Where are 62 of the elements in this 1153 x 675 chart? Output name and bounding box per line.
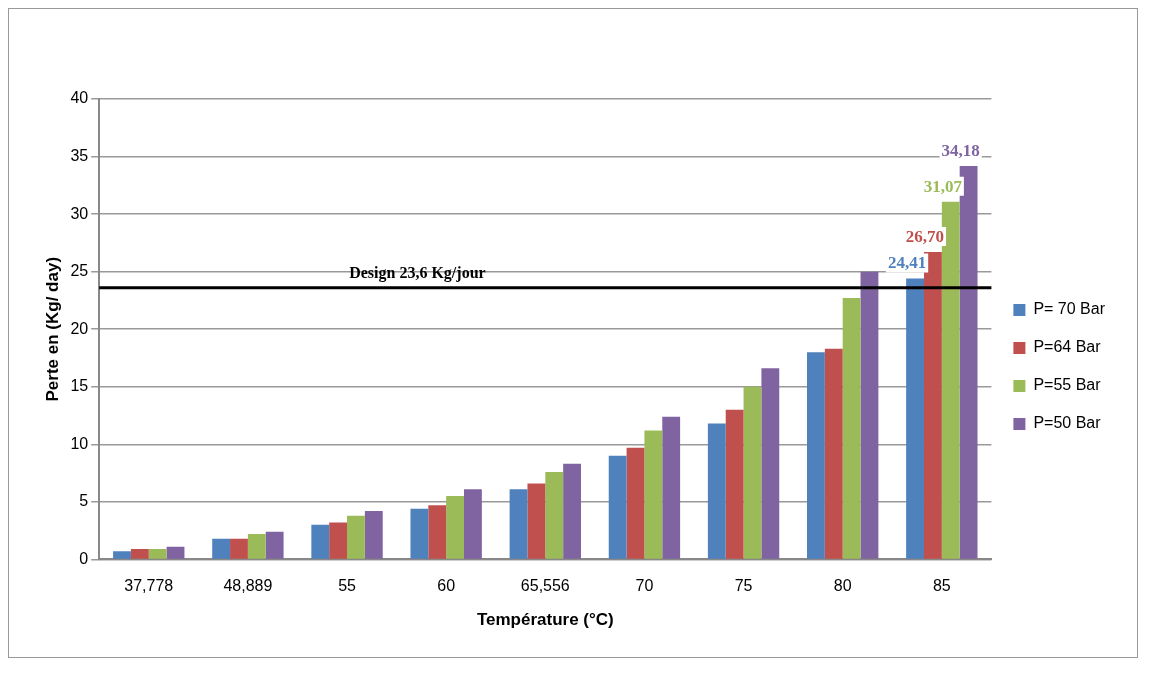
bar: [166, 546, 185, 559]
data-label: 34,18: [941, 140, 980, 160]
ref-line-label: Design 23,6 Kg/jour: [349, 263, 486, 282]
bar: [725, 409, 744, 559]
legend-label: P=64 Bar: [1033, 338, 1102, 356]
legend-label: P= 70 Bar: [1033, 300, 1106, 318]
x-tick-label: 75: [734, 577, 753, 595]
bar: [446, 496, 465, 559]
bar: [563, 463, 581, 559]
bar: [329, 522, 348, 559]
bar: [428, 505, 447, 559]
bar: [626, 447, 645, 559]
data-label: 24,41: [887, 253, 927, 273]
y-tick-label: 5: [79, 492, 89, 510]
y-axis-title: Perte en (Kg/ day): [42, 256, 62, 402]
y-tick-label: 30: [70, 204, 89, 222]
bar: [130, 549, 149, 559]
bar: [527, 483, 546, 559]
x-tick-label: 60: [437, 577, 456, 595]
bar: [807, 352, 825, 559]
bar: [743, 386, 762, 559]
bar: [509, 489, 528, 559]
bar: [265, 531, 284, 559]
x-tick-label: 80: [833, 577, 852, 595]
bar: [113, 551, 131, 559]
bar: [761, 368, 780, 559]
legend-label: P=55 Bar: [1033, 376, 1102, 394]
x-tick-label: 55: [338, 577, 357, 595]
bar: [230, 538, 248, 559]
y-tick-label: 25: [70, 262, 89, 280]
x-tick-label: 85: [932, 577, 951, 595]
y-tick-label: 0: [79, 549, 89, 567]
bar: [644, 430, 663, 559]
bar: [860, 271, 879, 559]
bar: [347, 515, 365, 559]
bar: [545, 471, 564, 559]
bar: [410, 508, 429, 559]
bar: [311, 524, 330, 559]
data-label: 26,70: [905, 226, 945, 246]
x-axis-title: Température (°C): [476, 610, 614, 630]
y-tick-label: 10: [70, 434, 89, 452]
y-tick-label: 40: [70, 89, 89, 107]
y-tick-label: 15: [70, 377, 89, 395]
bar: [842, 298, 861, 559]
bar: [364, 511, 383, 559]
bar: [608, 455, 627, 559]
bar: [212, 538, 231, 559]
bar: [247, 534, 266, 559]
y-tick-label: 35: [70, 146, 89, 164]
data-label: 31,07: [923, 176, 963, 196]
legend-label: P=50 Bar: [1033, 414, 1102, 432]
y-tick-label: 20: [70, 319, 89, 337]
bar: [906, 278, 924, 559]
bar: [662, 416, 681, 559]
bar: [148, 549, 167, 559]
x-tick-label: 70: [635, 577, 654, 595]
x-tick-label: 37,778: [124, 577, 174, 595]
bar: [707, 423, 726, 559]
bar: [824, 348, 843, 559]
x-tick-label: 65,556: [520, 577, 570, 595]
x-tick-label: 48,889: [223, 577, 273, 595]
bar: [464, 489, 482, 559]
